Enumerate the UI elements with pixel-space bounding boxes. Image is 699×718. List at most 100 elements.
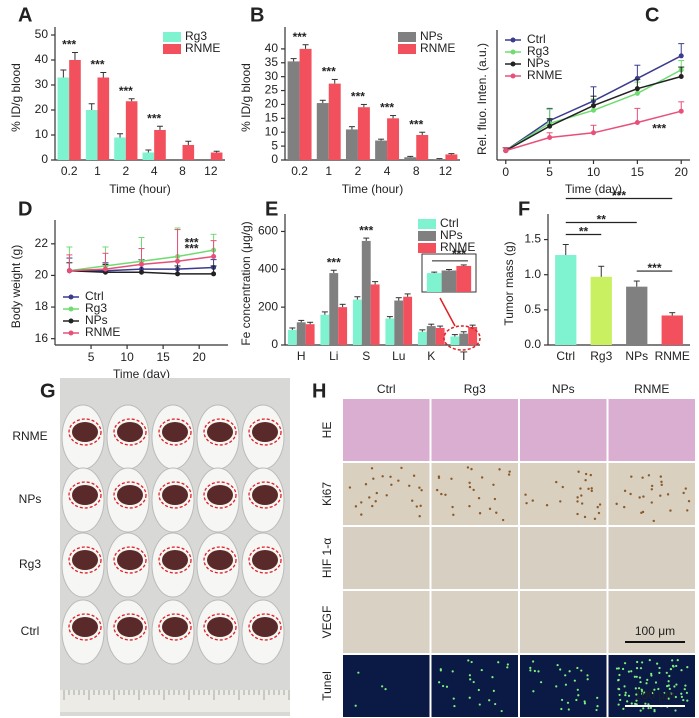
- error-bar: [102, 252, 109, 270]
- stain-dot: [498, 468, 501, 471]
- error-bar: [598, 265, 605, 277]
- stain-dot: [529, 669, 532, 672]
- x-tick-label: 20: [675, 165, 689, 179]
- row-label: RNME: [12, 429, 47, 443]
- stain-dot: [641, 476, 644, 479]
- micrograph: [608, 527, 695, 589]
- micrograph: [431, 527, 518, 589]
- bar: [661, 315, 683, 345]
- legend-swatch: [163, 44, 181, 54]
- stain-dot: [618, 693, 621, 697]
- stain-dot: [640, 688, 643, 691]
- significance-label: ***: [652, 121, 666, 135]
- significance-label: ***: [185, 242, 199, 256]
- tumor: [162, 550, 188, 570]
- row-label: Ki67: [320, 482, 334, 506]
- panel-label: C: [645, 4, 659, 26]
- error-bar: [348, 126, 355, 130]
- error-bar: [60, 69, 67, 78]
- stain-dot: [525, 501, 528, 505]
- micrograph: [608, 463, 695, 525]
- legend-label: Rg3: [185, 29, 207, 43]
- stain-dot: [593, 517, 597, 521]
- stain-dot: [623, 505, 626, 509]
- error-bar: [302, 44, 309, 49]
- stain-dot: [472, 488, 475, 492]
- stain-dot: [441, 684, 445, 688]
- error-bar: [669, 312, 676, 316]
- legend-label: RNME: [527, 68, 562, 82]
- tumor-outline: [113, 546, 147, 574]
- stain-dot: [642, 691, 646, 694]
- stain-dot: [630, 475, 633, 478]
- stain-dot: [583, 700, 586, 703]
- stain-dot: [488, 507, 492, 511]
- stain-dot: [411, 499, 414, 502]
- error-bar: [428, 323, 435, 327]
- y-tick-label: 22: [35, 236, 49, 250]
- column-header: Ctrl: [377, 382, 396, 396]
- stain-dot: [626, 700, 629, 703]
- stain-dot: [390, 483, 393, 487]
- row-label: HE: [320, 422, 334, 439]
- stain-dot: [676, 658, 679, 662]
- error-bar: [437, 325, 444, 328]
- point: [175, 271, 181, 277]
- stain-dot: [389, 475, 392, 478]
- tumor: [252, 550, 278, 570]
- stain-dot: [666, 493, 670, 496]
- point: [139, 261, 144, 267]
- stain-dot: [453, 704, 456, 708]
- stain-dot: [372, 477, 375, 480]
- bar: [125, 101, 138, 160]
- significance-label: ***: [647, 261, 661, 275]
- point: [503, 148, 509, 154]
- micrograph: [520, 463, 607, 525]
- stain-dot: [468, 485, 472, 489]
- bar: [417, 331, 427, 345]
- micrograph: [343, 655, 430, 717]
- tumor-outline: [68, 613, 102, 641]
- stain-dot: [618, 673, 621, 677]
- significance-label: ***: [62, 38, 76, 52]
- stain-dot: [452, 513, 455, 517]
- significance-label: ***: [612, 189, 626, 203]
- stain-dot: [507, 473, 511, 476]
- legend-swatch: [418, 219, 436, 229]
- error-bar: [138, 248, 145, 265]
- panel-label: A: [18, 4, 32, 26]
- stain-dot: [576, 688, 579, 691]
- panel-label: E: [265, 198, 278, 220]
- y-tick-label: 1.0: [524, 267, 541, 281]
- error-bar: [633, 280, 640, 287]
- tumor: [117, 485, 143, 505]
- x-tick-label: 8: [413, 164, 420, 178]
- stain-dot: [478, 512, 482, 515]
- row-label: NPs: [19, 492, 42, 506]
- panel-label: F: [518, 198, 530, 220]
- point: [591, 130, 596, 136]
- bar: [387, 118, 400, 160]
- bar: [97, 77, 110, 160]
- y-tick-label: 40: [265, 41, 279, 55]
- bar: [296, 322, 306, 345]
- stain-dot: [452, 697, 455, 700]
- scale-bar-label: 100 μm: [635, 688, 675, 702]
- stain-dot: [566, 701, 570, 704]
- micrograph: [343, 463, 430, 525]
- stain-dot: [573, 679, 576, 682]
- stain-dot: [617, 679, 620, 682]
- stain-dot: [683, 688, 686, 691]
- legend-marker: [510, 61, 516, 67]
- point: [211, 271, 217, 277]
- stain-dot: [622, 707, 625, 710]
- error-bar: [363, 237, 370, 241]
- bar: [435, 327, 445, 345]
- stain-dot: [587, 487, 590, 491]
- stain-dot: [654, 681, 658, 684]
- error-bar: [460, 331, 467, 334]
- stain-dot: [663, 691, 666, 695]
- stain-dot: [624, 691, 627, 694]
- stain-dot: [645, 682, 648, 685]
- significance-label: ***: [322, 65, 336, 79]
